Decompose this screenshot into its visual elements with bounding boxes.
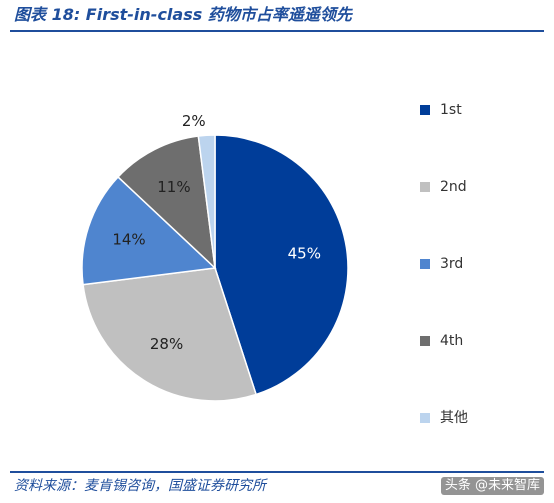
data-label-3: 14%	[112, 231, 145, 249]
bottom-divider	[10, 471, 544, 473]
legend-label: 1st	[440, 102, 462, 118]
pie-slice-4	[116, 135, 217, 270]
legend-swatch	[420, 182, 430, 192]
legend-label: 2nd	[440, 179, 467, 195]
chart-title: 图表 18: First-in-class 药物市占率遥遥领先	[14, 5, 352, 24]
pie-slice-3	[81, 175, 217, 286]
pie-slice-1	[214, 134, 349, 396]
pie-slice-2	[82, 267, 258, 402]
legend-swatch	[420, 413, 430, 423]
legend-label: 其他	[440, 410, 468, 426]
legend-label: 3rd	[440, 256, 464, 272]
watermark: 头条 @未来智库	[440, 477, 544, 495]
legend-swatch	[420, 336, 430, 346]
data-label-4: 11%	[157, 178, 190, 196]
top-divider	[10, 30, 544, 32]
legend-swatch	[420, 105, 430, 115]
source-note: 资料来源：麦肯锡咨询，国盛证券研究所	[14, 478, 266, 494]
pie-slice-5	[197, 134, 216, 269]
data-label-2: 28%	[150, 335, 183, 353]
data-label-1: 45%	[288, 244, 321, 262]
data-label-5: 2%	[182, 112, 206, 130]
legend-swatch	[420, 259, 430, 269]
legend-label: 4th	[440, 333, 464, 349]
